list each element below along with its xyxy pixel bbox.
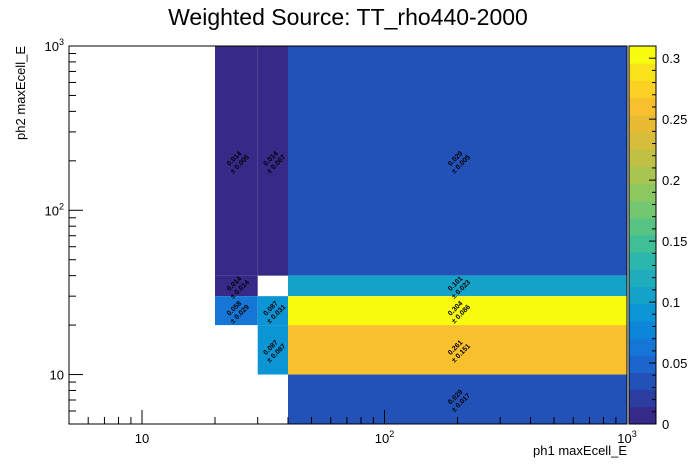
colorbar-swatch: [629, 286, 656, 305]
x-tick-label: 102: [375, 429, 394, 446]
colorbar-swatch: [629, 338, 656, 356]
colorbar-tick-label: 0.2: [662, 173, 680, 188]
colorbar-swatch: [629, 217, 656, 236]
colorbar-swatch: [629, 63, 656, 81]
y-tick-label: 102: [45, 201, 64, 218]
x-tick-label: 103: [617, 429, 636, 446]
colorbar-tick-label: 0.3: [662, 51, 680, 66]
y-tick-label: 10: [50, 368, 64, 383]
colorbar-swatch: [629, 235, 656, 253]
y-axis-label: ph2 maxEcell_E: [13, 46, 28, 140]
colorbar-frame: [628, 45, 657, 425]
heatmap-cell: [214, 275, 258, 297]
colorbar-swatch: [629, 114, 656, 133]
x-tick-label: 10: [135, 431, 149, 446]
colorbar-tick-label: 0.15: [662, 234, 687, 249]
x-axis-label: ph1 maxEcell_E: [533, 443, 627, 458]
axes-layer: 10 10 102 102 103 103: [45, 37, 637, 446]
heatmap-cell: [287, 275, 627, 297]
colorbar-swatch: [629, 269, 656, 288]
chart-title: Weighted Source: TT_rho440-2000: [168, 4, 528, 30]
colorbar-swatch: [629, 355, 656, 373]
colorbar-tick-label: 0.1: [662, 295, 680, 310]
heatmap-cell: [257, 46, 288, 276]
heatmap-cell: [214, 46, 258, 276]
heatmap-cell: [287, 46, 627, 276]
colorbar-swatch: [629, 303, 656, 322]
heatmap-cell: [287, 325, 627, 375]
colorbar-swatch: [629, 200, 656, 219]
colorbar-swatch: [629, 131, 656, 150]
colorbar-swatch: [629, 80, 656, 99]
colorbar-tick-label: 0.05: [662, 356, 687, 371]
colorbar-swatch: [629, 149, 656, 167]
heatmap-cell: [257, 325, 288, 375]
plot-frame: [68, 45, 628, 425]
cells-layer: [214, 46, 627, 424]
colorbar-swatch: [629, 372, 656, 391]
colorbar-swatch: [629, 46, 656, 64]
colorbar-tick-label: 0.25: [662, 112, 687, 127]
heatmap-cell: [257, 296, 288, 326]
colorbar-tick-label: 0: [662, 417, 669, 432]
colorbar-swatch: [629, 252, 656, 270]
colorbar-layer: 0 0.05 0.1 0.15 0.2 0.25 0.3: [628, 45, 687, 432]
colorbar-swatch: [629, 97, 656, 116]
colorbar-swatch: [629, 183, 656, 202]
heatmap-cell: [287, 296, 627, 326]
heatmap-cell: [287, 374, 627, 424]
colorbar-swatch: [629, 320, 656, 339]
heatmap-cell: [214, 296, 258, 326]
colorbar-swatch: [629, 389, 656, 408]
colorbar-swatch: [629, 406, 656, 425]
y-tick-label: 103: [45, 37, 64, 54]
colorbar-swatch: [629, 166, 656, 184]
